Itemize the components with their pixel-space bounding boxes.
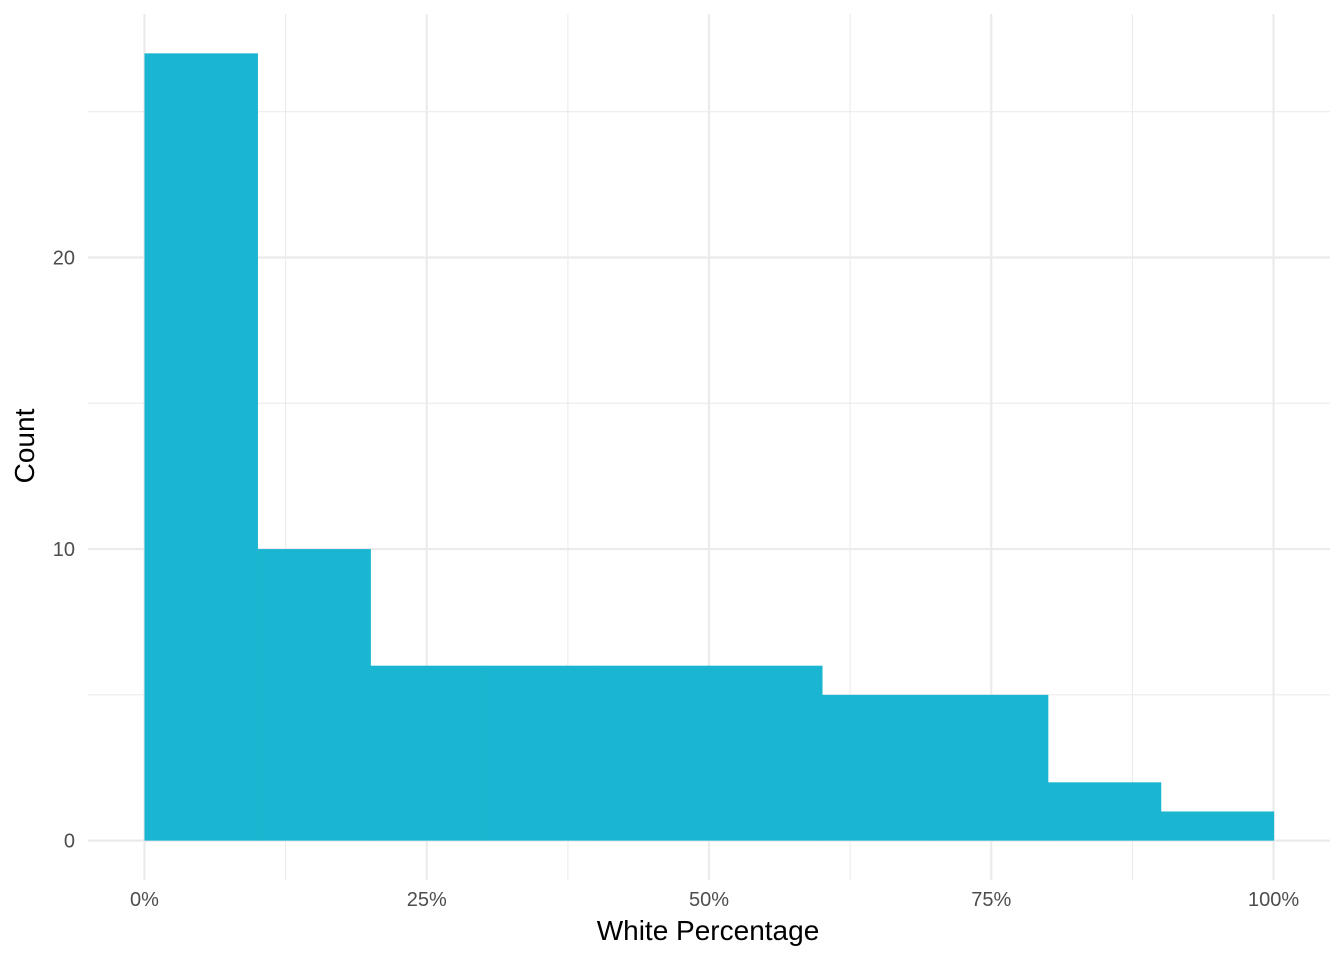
y-tick-label: 20 bbox=[53, 247, 75, 269]
y-tick-label: 10 bbox=[53, 539, 75, 561]
x-axis-title: White Percentage bbox=[597, 915, 820, 946]
y-axis-ticks: 0 10 20 bbox=[53, 247, 75, 852]
histogram-bars bbox=[144, 53, 1275, 841]
x-axis-ticks: 0% 25% 50% 75% 100% bbox=[130, 889, 1299, 911]
histogram-bar bbox=[821, 694, 936, 841]
histogram-bar bbox=[596, 665, 710, 841]
histogram-bar bbox=[1047, 782, 1162, 841]
y-axis-title: Count bbox=[9, 408, 40, 483]
x-tick-label: 75% bbox=[971, 889, 1011, 911]
x-tick-label: 0% bbox=[130, 889, 159, 911]
histogram-bar bbox=[144, 53, 258, 841]
x-tick-label: 100% bbox=[1248, 889, 1299, 911]
histogram-bar bbox=[934, 694, 1049, 841]
x-tick-label: 50% bbox=[689, 889, 729, 911]
histogram-bar bbox=[483, 665, 597, 841]
y-tick-label: 0 bbox=[64, 831, 75, 853]
histogram-bar bbox=[257, 549, 371, 841]
histogram-bar bbox=[709, 665, 823, 841]
histogram-bar bbox=[1160, 811, 1275, 841]
x-tick-label: 25% bbox=[407, 889, 447, 911]
histogram-bar bbox=[370, 665, 484, 841]
